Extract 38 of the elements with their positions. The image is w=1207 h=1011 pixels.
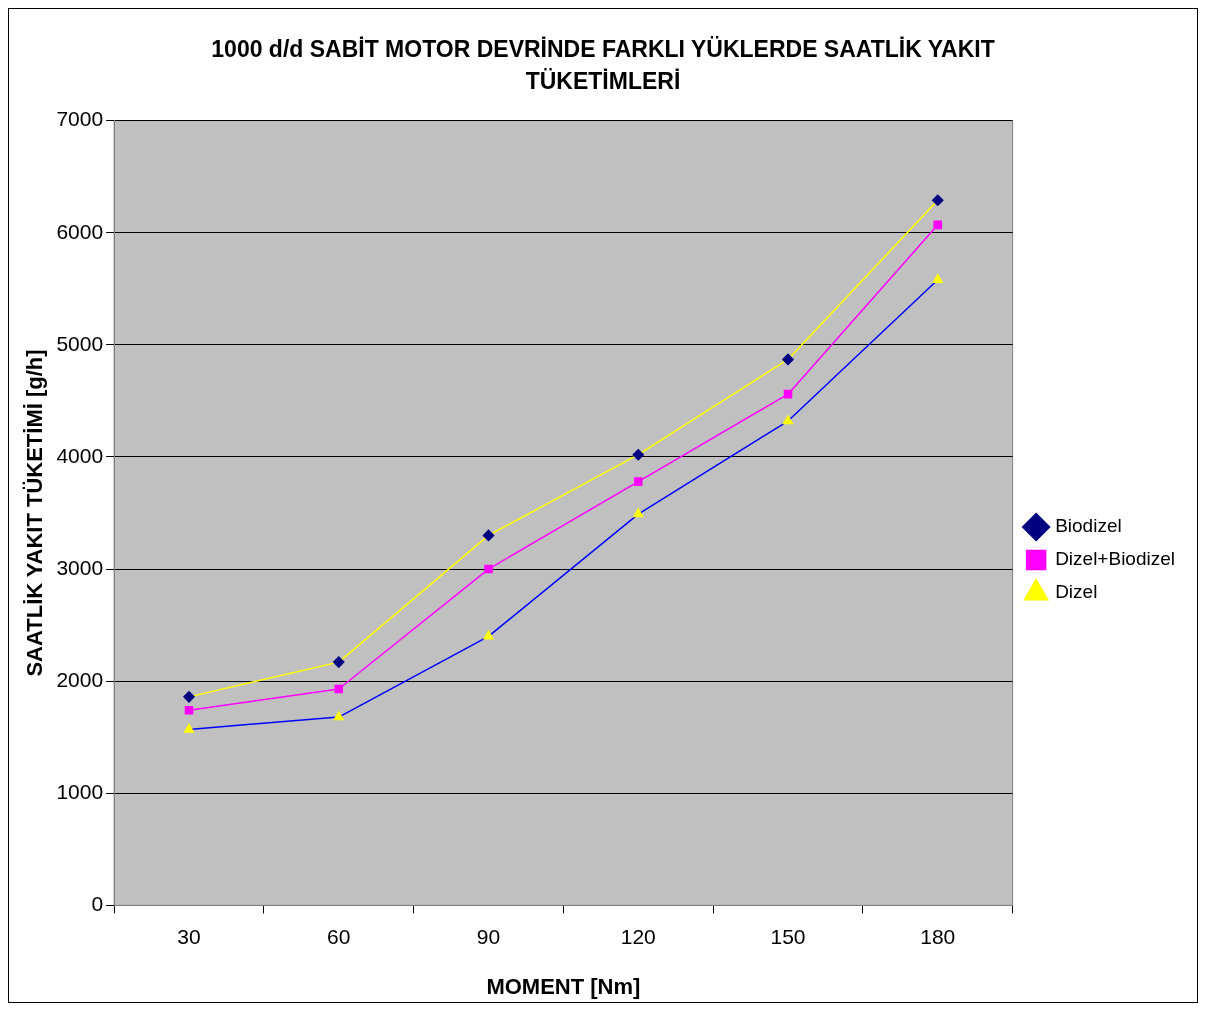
x-tick-label: 120 [620,924,656,948]
x-tick-label: 180 [920,924,956,948]
point [333,711,344,721]
x-tick-label: 30 [177,924,201,948]
y-tick-label: 3000 [56,555,104,579]
y-tick-label: 7000 [56,107,104,131]
legend-label: Biodizel [1055,515,1122,537]
y-tick-label: 5000 [56,331,104,355]
point [932,194,944,206]
point [483,630,494,640]
point [633,508,644,518]
x-tick-label: 60 [327,924,351,948]
chart-title: 1000 d/d SABİT MOTOR DEVRİNDE FARKLI YÜKLERDE SAATLİK YAKIT TÜKETİMLERİ [210,35,996,96]
y-tick-label: 6000 [56,219,104,243]
y-tick-label: 1000 [56,780,104,804]
point [783,389,793,399]
point [633,477,643,486]
point [333,656,345,668]
y-axis-title: SAATLİK YAKIT TÜKETİMİ [g/h] [22,349,48,677]
point [482,529,495,542]
point [782,415,794,425]
point [334,684,344,694]
y-tick-label: 0 [91,892,104,916]
x-tick-label: 150 [770,924,806,948]
legend-label: Dizel [1055,581,1098,603]
y-tick-label: 4000 [56,443,104,467]
point [183,691,195,703]
legend-label: Dizel+Biodizel [1055,548,1176,570]
point [632,448,644,461]
point [484,564,493,574]
point [184,706,194,715]
x-tick-label: 90 [476,924,501,948]
y-tick-label: 2000 [56,667,104,691]
point [933,220,943,230]
point [932,274,943,284]
x-axis-title: MOMENT [Nm] [486,973,641,999]
point [782,353,794,366]
point [183,723,195,733]
